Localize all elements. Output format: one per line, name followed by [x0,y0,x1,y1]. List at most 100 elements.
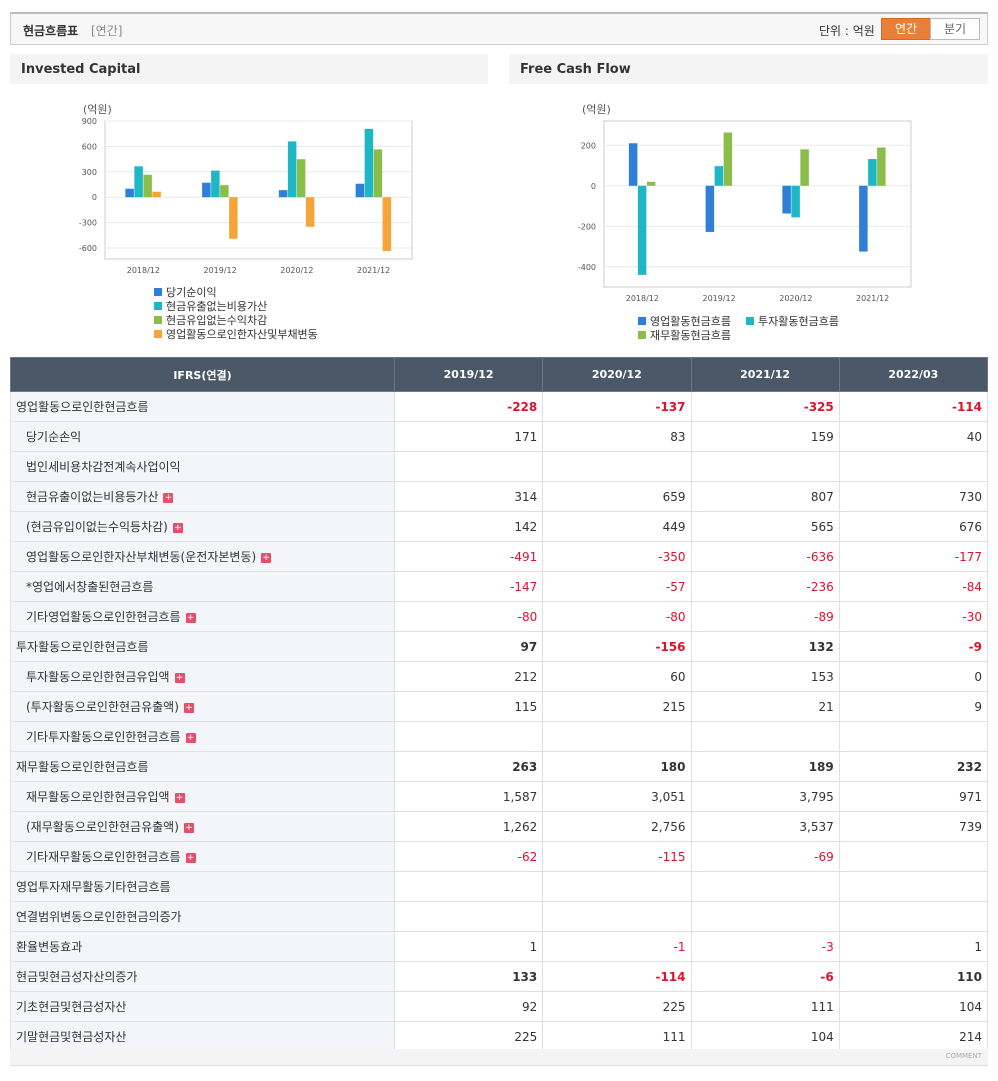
expand-button[interactable]: + [174,673,185,683]
expand-button[interactable]: + [185,613,196,623]
value-cell: 232 [838,751,989,782]
panel-title: Invested Capital [10,54,488,84]
tab[interactable]: 연간 [881,18,931,40]
value: -115 [658,849,686,864]
value-cell [838,871,989,902]
row: 기말현금및현금성자산 225 111 104 214 [10,1021,989,1052]
value-cell: 215 [542,691,692,722]
y-tick-label: -600 [79,244,97,253]
value: 104 [810,1029,834,1044]
expand-button[interactable]: + [163,493,174,503]
value-cell: 9 [838,691,989,722]
column-header: 2019/12 [393,357,544,392]
value-cell: -325 [690,391,840,422]
bar [143,174,152,198]
legend-label: 현금유입없는수익차감 [166,314,267,327]
value: 730 [959,489,982,504]
value: 60 [670,669,686,684]
y-tick-label: -300 [79,219,97,228]
legend-label: 투자활동현금흐름 [758,314,839,328]
row: 환율변동효과 1 -1 -3 1 [10,931,989,962]
expand-button[interactable]: + [183,823,194,833]
row: 기타영업활동으로인한현금흐름 + -80 -80 -89 -30 [10,601,989,632]
value: 263 [512,759,538,774]
value: 3,051 [651,789,686,804]
expand-button[interactable]: + [172,523,183,533]
row-label-cell: 기말현금및현금성자산 [10,1021,395,1052]
bar [637,185,647,275]
value-cell: 92 [393,991,544,1022]
value: 111 [662,1029,686,1044]
row-label: 기말현금및현금성자산 [16,1030,127,1044]
value: 83 [670,429,686,444]
value-cell: -114 [542,961,692,992]
row-label: (투자활동으로인한현금유출액) [26,700,179,714]
row-label: 법인세비용차감전계속사업이익 [26,460,181,474]
value: -147 [510,579,538,594]
chart: (억원) -600 -300 0 300 600 900 2018/12 2019/12 2020… [79,103,413,341]
row: (현금유입이없는수익등차감) +142 449 565 676 [10,511,989,542]
value: 133 [512,969,538,984]
value-cell [393,451,544,482]
legend-label: 재무활동현금흐름 [650,328,731,342]
value: 3,795 [799,789,834,804]
bar [782,185,791,214]
bar [134,166,143,198]
row: 기타투자활동으로인한현금흐름 + [10,721,989,752]
value: -57 [665,579,686,594]
value-cell: 3,795 [690,781,840,812]
row-label-cell: 영업투자재무활동기타현금흐름 [10,871,395,902]
value-cell: -30 [838,601,989,632]
expand-button[interactable]: + [185,733,196,743]
row: 현금유출이없는비용등가산 +314 659 807 730 [10,481,989,512]
tab[interactable]: 분기 [930,18,980,40]
bar [220,185,229,198]
expand-button[interactable]: + [261,553,272,563]
expand-button[interactable]: + [183,703,194,713]
value: 142 [514,519,538,534]
row-label: (재무활동으로인한현금유출액) [26,820,179,834]
row-label-cell: 기타재무활동으로인한현금흐름 + [10,841,395,872]
footer: COMMENT [10,1049,988,1066]
legend-label: 당기순이익 [166,286,217,299]
value-cell: 133 [393,961,544,992]
y-tick-label: 900 [82,117,97,126]
value-cell [838,841,989,872]
legend-swatch [638,331,646,339]
comment-toggle[interactable]: COMMENT [945,1052,982,1060]
value: -491 [510,549,538,564]
column-header: 2021/12 [690,357,840,392]
value-cell: 171 [393,421,544,452]
row-label: 영업투자재무활동기타현금흐름 [16,880,171,894]
value-cell: 565 [690,511,840,542]
value-cell: -177 [838,541,989,572]
value-cell: 449 [542,511,692,542]
value: -89 [814,609,834,624]
value: -636 [806,549,834,564]
row: 법인세비용차감전계속사업이익 [10,451,989,482]
row-label-cell: 현금및현금성자산의증가 [10,961,395,992]
value: 739 [959,819,982,834]
value: -350 [658,549,686,564]
unit: 단위 : 억원 [819,24,875,38]
y-tick-label: 0 [591,182,596,191]
value-cell: -147 [393,571,544,602]
expand-button[interactable]: + [185,853,196,863]
row-label: 환율변동효과 [16,940,83,954]
legend-swatch [746,317,754,325]
value: 21 [818,699,834,714]
bar [868,159,877,186]
value-cell: 263 [393,751,544,782]
x-tick-label: 2019/12 [703,294,736,303]
row-label: 재무활동으로인한현금흐름 [16,760,149,774]
expand-button[interactable]: + [174,793,185,803]
value: 659 [662,489,686,504]
value: 111 [810,999,834,1014]
value-cell: 1,262 [393,811,544,842]
value-cell: -228 [393,391,544,422]
y-tick-label: -200 [578,222,596,231]
row-label-cell: 연결범위변동으로인한현금의증가 [10,901,395,932]
row-label: 영업활동으로인한현금흐름 [16,400,149,414]
value-cell: -491 [393,541,544,572]
